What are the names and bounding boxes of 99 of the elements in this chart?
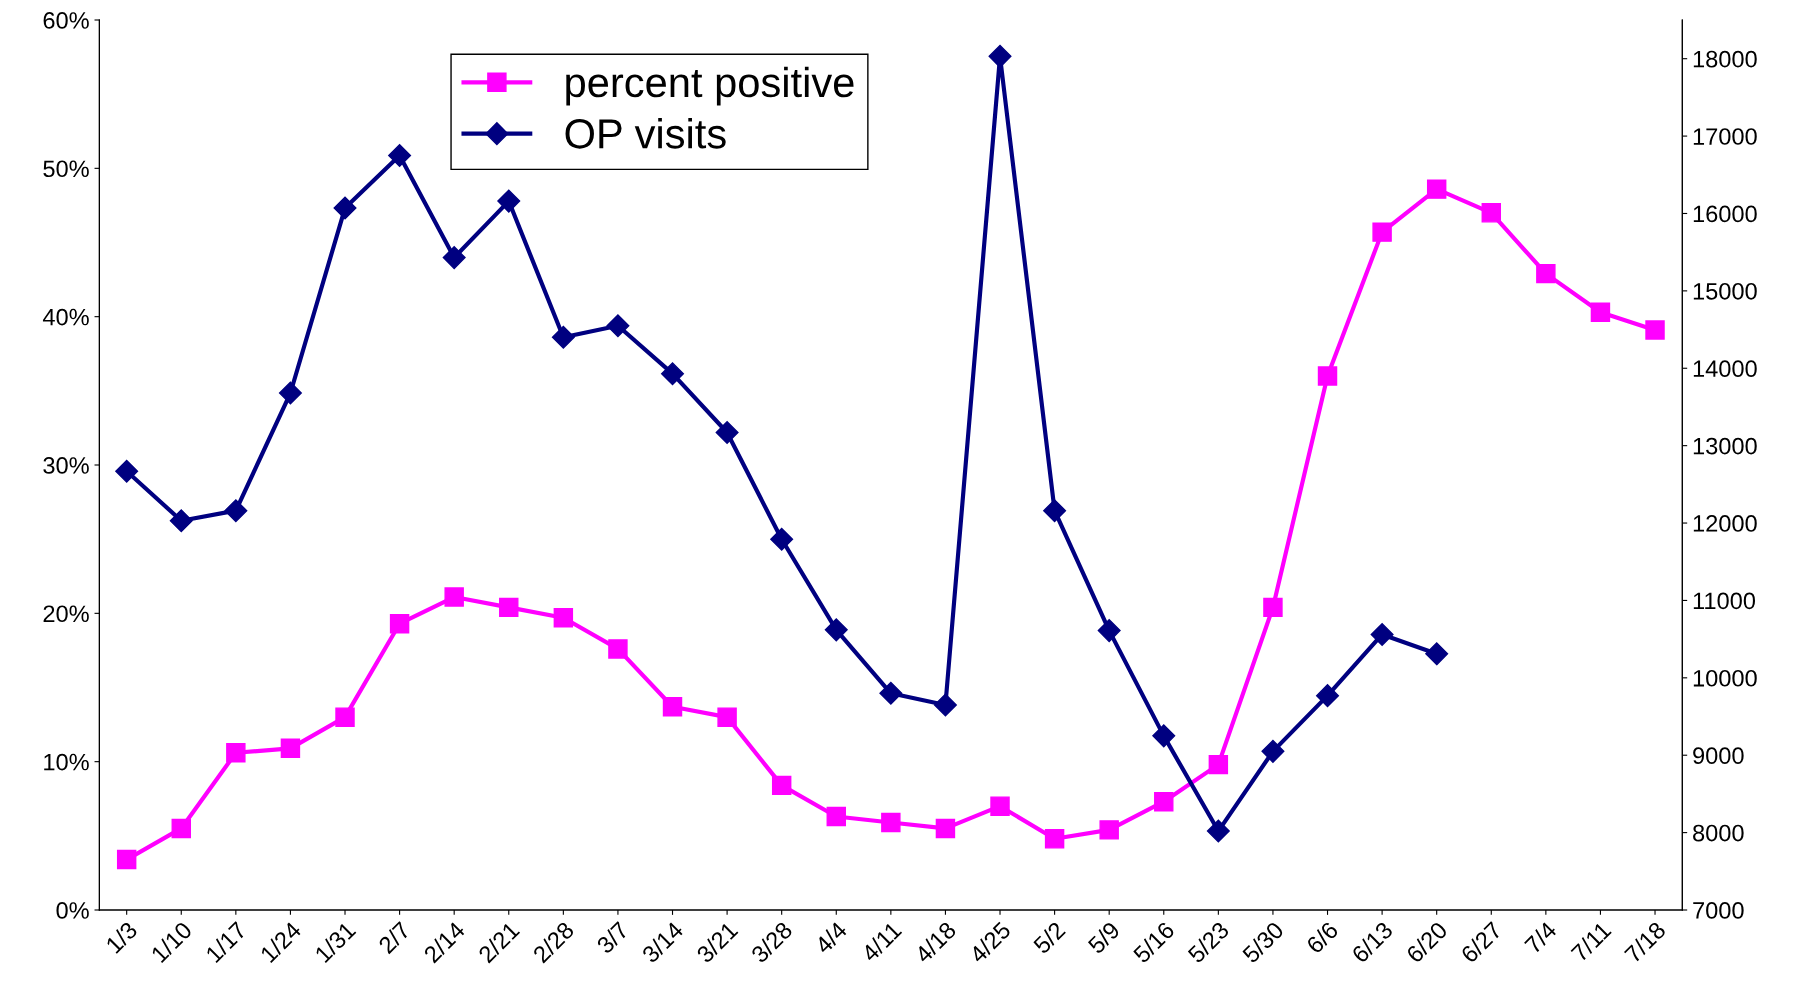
x-tick-label: 7/18 <box>1623 920 1667 964</box>
point <box>933 693 957 717</box>
y-tick-label: 30% <box>43 457 89 474</box>
point <box>879 681 903 705</box>
point <box>499 597 519 618</box>
point <box>1206 819 1230 843</box>
point <box>442 246 466 270</box>
point <box>826 806 846 827</box>
point <box>990 796 1010 816</box>
x-tick-label: 5/9 <box>1086 920 1121 955</box>
y2-tick-label: 18000 <box>1693 50 1757 68</box>
point <box>770 527 794 551</box>
point <box>1099 820 1119 840</box>
x-tick-label: 3/7 <box>595 920 630 955</box>
x-tick-label: 4/25 <box>967 920 1012 965</box>
point <box>116 849 137 870</box>
x-tick-label: 5/16 <box>1131 920 1176 964</box>
point <box>169 509 193 533</box>
y-tick-label: 50% <box>43 160 89 178</box>
y-tick-label: 10% <box>44 753 89 771</box>
point <box>715 420 739 444</box>
point <box>662 697 683 717</box>
point <box>1481 203 1502 223</box>
point <box>1536 263 1556 284</box>
x-tick-label: 5/2 <box>1032 920 1067 955</box>
point <box>824 618 848 642</box>
point <box>278 381 302 405</box>
x-tick-label: 3/14 <box>640 920 685 964</box>
point <box>1426 179 1447 199</box>
x-tick-label: 1/10 <box>150 920 193 964</box>
point <box>1044 829 1065 849</box>
x-tick-label: 2/21 <box>477 920 521 964</box>
y-tick-label: 40% <box>42 308 89 326</box>
y2-tick-label: 7000 <box>1693 902 1744 919</box>
point <box>717 707 737 727</box>
x-tick-label: 4/4 <box>813 920 849 955</box>
x-tick-label: 6/6 <box>1305 920 1340 955</box>
point <box>389 613 410 634</box>
point <box>881 812 901 833</box>
point <box>935 818 956 839</box>
y2-tick-label: 10000 <box>1693 669 1757 687</box>
point <box>661 362 685 386</box>
point <box>388 143 412 167</box>
point <box>1263 597 1283 618</box>
x-tick-label: 1/31 <box>313 920 357 964</box>
point <box>280 738 301 759</box>
x-tick-label: 5/30 <box>1241 920 1285 964</box>
x-tick-label: 1/3 <box>104 920 139 954</box>
x-tick-label: 6/20 <box>1405 920 1449 964</box>
y2-tick-label: 14000 <box>1693 360 1757 378</box>
x-tick-label: 7/11 <box>1570 920 1612 963</box>
y2-tick-label: 16000 <box>1693 205 1757 223</box>
legend-label: OP visits <box>565 118 726 149</box>
point <box>335 707 355 727</box>
point <box>1370 622 1394 646</box>
point <box>1208 754 1229 775</box>
point <box>497 189 521 213</box>
x-tick-label: 5/23 <box>1186 920 1230 964</box>
point <box>771 775 792 796</box>
point <box>1316 684 1340 708</box>
x-tick-label: 6/13 <box>1350 920 1394 964</box>
x-tick-label: 4/18 <box>913 920 957 965</box>
y2-tick-label: 13000 <box>1693 437 1757 455</box>
y-tick-label: 0% <box>56 902 89 919</box>
point <box>1097 619 1121 643</box>
legend-label: percent positive <box>566 66 854 106</box>
y2-tick-label: 8000 <box>1693 824 1744 842</box>
point <box>1590 302 1611 322</box>
point <box>608 639 628 659</box>
y2-tick-label: 15000 <box>1693 282 1757 300</box>
point <box>1043 499 1067 523</box>
point <box>551 325 575 349</box>
point <box>444 587 464 607</box>
y2-tick-label: 12000 <box>1693 515 1757 532</box>
y2-tick-label: 11000 <box>1693 592 1756 610</box>
point <box>171 818 191 839</box>
point <box>226 743 246 763</box>
y2-tick-label: 9000 <box>1693 747 1744 765</box>
y-tick-label: 20% <box>43 605 89 623</box>
point <box>553 608 574 628</box>
x-tick-label: 3/28 <box>749 920 794 964</box>
point <box>1154 791 1174 812</box>
y2-tick-label: 17000 <box>1693 128 1757 145</box>
point <box>333 196 357 220</box>
point <box>1152 724 1176 748</box>
y-tick-label: 60% <box>43 12 89 29</box>
point <box>224 499 248 523</box>
x-tick-label: 4/11 <box>859 920 903 963</box>
point <box>1425 642 1449 666</box>
point <box>1317 366 1338 386</box>
point <box>1645 320 1665 340</box>
x-tick-label: 7/4 <box>1523 920 1558 955</box>
point <box>988 44 1012 68</box>
point <box>1372 222 1392 242</box>
x-tick-label: 3/21 <box>695 920 739 964</box>
point <box>606 314 630 338</box>
point <box>1261 739 1285 763</box>
x-tick-label: 2/7 <box>377 920 412 955</box>
point <box>115 459 139 483</box>
